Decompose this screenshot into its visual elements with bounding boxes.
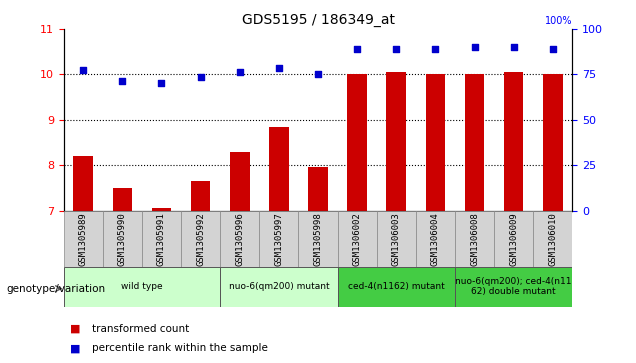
Bar: [494, 211, 533, 267]
Point: [117, 78, 127, 84]
Bar: [220, 267, 338, 307]
Point: [195, 74, 205, 79]
Text: ■: ■: [70, 323, 81, 334]
Text: GSM1305996: GSM1305996: [235, 212, 244, 266]
Bar: [259, 211, 298, 267]
Bar: [151, 208, 171, 211]
Bar: [377, 211, 416, 267]
Text: GSM1305998: GSM1305998: [314, 212, 322, 266]
Bar: [308, 167, 328, 211]
Text: GSM1305990: GSM1305990: [118, 212, 127, 266]
Text: GSM1305997: GSM1305997: [274, 212, 284, 266]
Bar: [504, 72, 523, 211]
Text: wild type: wild type: [121, 282, 163, 291]
Bar: [230, 151, 249, 211]
Point: [469, 44, 480, 50]
Text: genotype/variation: genotype/variation: [6, 284, 106, 294]
Text: GSM1306003: GSM1306003: [392, 212, 401, 266]
Bar: [533, 211, 572, 267]
Text: GSM1305991: GSM1305991: [157, 212, 166, 266]
Bar: [455, 211, 494, 267]
Text: GSM1305989: GSM1305989: [79, 212, 88, 266]
Bar: [425, 74, 445, 211]
Bar: [220, 211, 259, 267]
Point: [313, 72, 323, 77]
Point: [235, 69, 245, 75]
Bar: [113, 188, 132, 211]
Bar: [191, 181, 211, 211]
Text: 100%: 100%: [545, 16, 572, 26]
Point: [156, 81, 167, 86]
Text: GSM1306008: GSM1306008: [470, 212, 479, 266]
Point: [509, 44, 519, 50]
Bar: [455, 267, 572, 307]
Bar: [73, 156, 93, 211]
Point: [548, 46, 558, 52]
Bar: [64, 211, 103, 267]
Point: [352, 46, 363, 52]
Bar: [338, 267, 455, 307]
Text: ■: ■: [70, 343, 81, 354]
Bar: [338, 211, 377, 267]
Text: GSM1305992: GSM1305992: [196, 212, 205, 266]
Bar: [298, 211, 338, 267]
Bar: [64, 267, 220, 307]
Title: GDS5195 / 186349_at: GDS5195 / 186349_at: [242, 13, 394, 26]
Text: ced-4(n1162) mutant: ced-4(n1162) mutant: [348, 282, 445, 291]
Bar: [387, 72, 406, 211]
Bar: [269, 127, 289, 211]
Bar: [543, 74, 563, 211]
Bar: [103, 211, 142, 267]
Text: percentile rank within the sample: percentile rank within the sample: [92, 343, 268, 354]
Text: GSM1306004: GSM1306004: [431, 212, 440, 266]
Point: [391, 46, 401, 52]
Text: GSM1306002: GSM1306002: [352, 212, 362, 266]
Bar: [416, 211, 455, 267]
Point: [431, 46, 441, 52]
Bar: [181, 211, 220, 267]
Point: [78, 67, 88, 73]
Text: nuo-6(qm200) mutant: nuo-6(qm200) mutant: [228, 282, 329, 291]
Point: [273, 65, 284, 70]
Text: nuo-6(qm200); ced-4(n11
62) double mutant: nuo-6(qm200); ced-4(n11 62) double mutan…: [455, 277, 572, 297]
Bar: [142, 211, 181, 267]
Text: GSM1306009: GSM1306009: [509, 212, 518, 266]
Text: GSM1306010: GSM1306010: [548, 212, 557, 266]
Bar: [347, 74, 367, 211]
Bar: [465, 74, 485, 211]
Text: transformed count: transformed count: [92, 323, 190, 334]
